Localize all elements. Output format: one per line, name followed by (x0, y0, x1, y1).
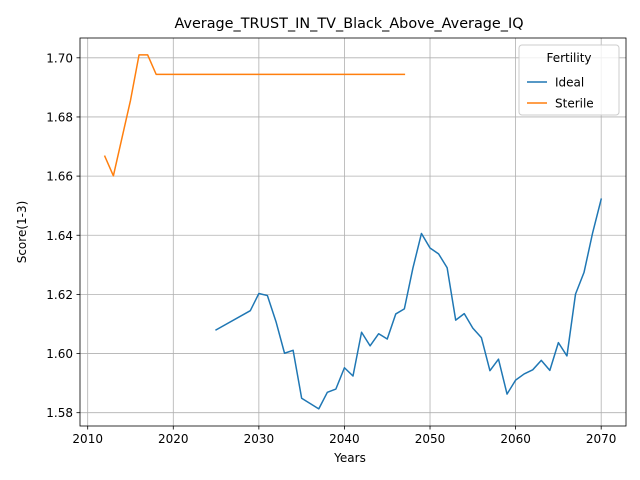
x-tick-label: 2070 (586, 432, 617, 446)
series-line-ideal (215, 198, 603, 410)
legend-title: Fertility (546, 51, 591, 65)
y-tick-label: 1.68 (46, 110, 73, 124)
legend-label-sterile: Sterile (555, 97, 594, 111)
y-tick-label: 1.64 (46, 229, 73, 243)
y-tick-label: 1.66 (46, 170, 73, 184)
y-tick-label: 1.62 (46, 288, 73, 302)
legend-box (518, 44, 620, 116)
plot-frame (79, 37, 627, 427)
legend-entries: Ideal Sterile (527, 76, 594, 111)
x-axis-ticks: 2010 2020 2030 2040 2050 2060 2070 (72, 426, 616, 446)
series-line-sterile (103, 54, 406, 177)
x-tick-label: 2060 (500, 432, 531, 446)
grid-lines (80, 38, 626, 426)
y-tick-label: 1.58 (46, 406, 73, 420)
x-axis-label: Years (333, 451, 366, 465)
x-tick-label: 2040 (329, 432, 360, 446)
x-tick-label: 2020 (158, 432, 189, 446)
x-tick-label: 2050 (415, 432, 446, 446)
legend: Fertility Ideal Sterile (518, 44, 620, 116)
y-tick-label: 1.70 (46, 51, 73, 65)
x-tick-label: 2030 (244, 432, 275, 446)
y-axis-label: Score(1-3) (15, 201, 29, 264)
x-tick-label: 2010 (72, 432, 103, 446)
legend-label-ideal: Ideal (555, 76, 584, 90)
y-tick-label: 1.60 (46, 347, 73, 361)
series-lines (103, 54, 603, 410)
y-axis-ticks: 1.58 1.60 1.62 1.64 1.66 1.68 1.70 (46, 51, 80, 420)
chart-title: Average_TRUST_IN_TV_Black_Above_Average_… (174, 16, 523, 32)
